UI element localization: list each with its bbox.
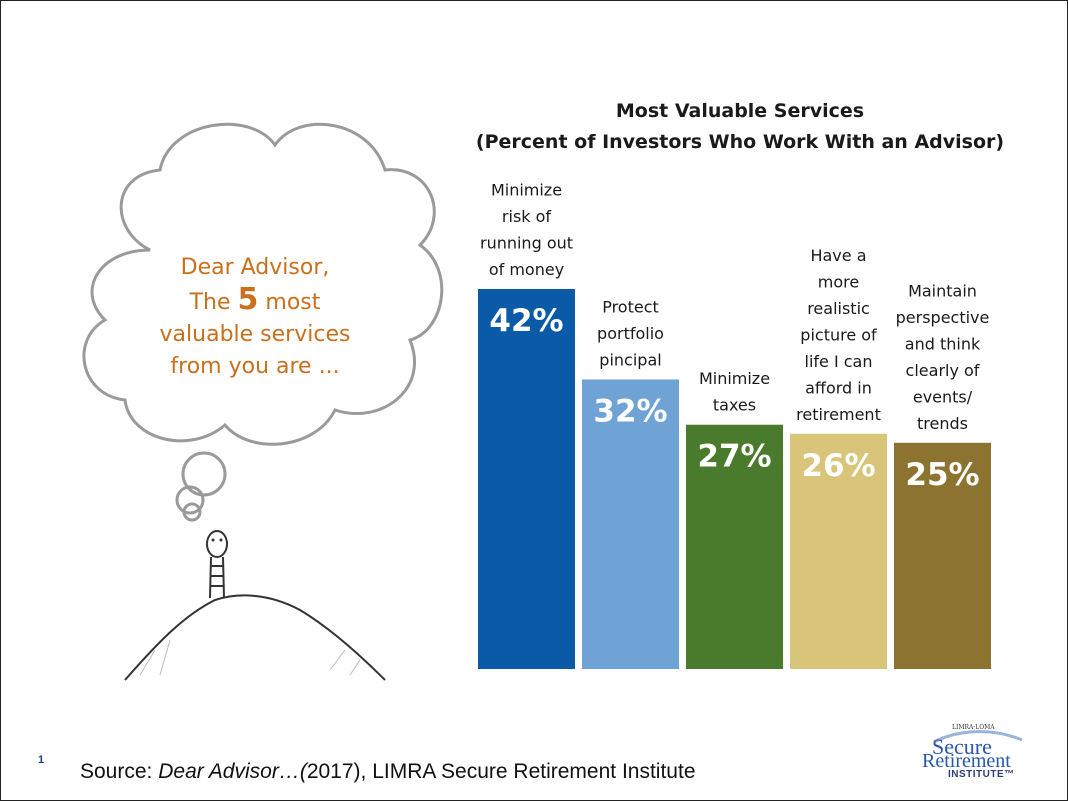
bar-4 <box>790 433 887 669</box>
bar-5 <box>894 442 991 669</box>
category-label-3-line-1: Minimize <box>699 369 770 388</box>
cloud-line-2-pre: The <box>189 290 231 315</box>
category-label-4-line-2: more <box>818 272 859 291</box>
hill-line <box>124 594 386 681</box>
category-label-2-line-2: portfolio <box>597 324 664 343</box>
cloud-line-3: valuable services <box>159 322 351 347</box>
category-label-4-line-1: Have a <box>810 246 866 265</box>
cloud-line-1: Dear Advisor, <box>180 255 330 280</box>
logo-swoosh <box>933 730 1023 744</box>
category-label-4-line-7: retirement <box>796 405 881 424</box>
category-label-4-line-3: realistic <box>807 299 870 318</box>
cloud-line-2: The 5 most <box>120 284 390 319</box>
category-label-1-line-4: of money <box>489 260 564 279</box>
cloud-line-2-number: 5 <box>237 282 259 317</box>
thought-bubble-small <box>182 502 202 522</box>
category-label-1-line-3: running out <box>480 234 573 253</box>
thought-bubble-medium <box>175 485 205 515</box>
category-label-5-line-4: clearly of <box>906 361 980 380</box>
logo-retirement: Retirement <box>922 750 1011 772</box>
hill-scribbles <box>139 639 361 676</box>
category-label-2-line-1: Protect <box>602 297 659 316</box>
source-title: Dear Advisor…( <box>158 760 307 783</box>
cloud-message: Dear Advisor, The 5 most valuable servic… <box>120 252 390 383</box>
logo-secure: Secure <box>932 734 992 759</box>
person-figure <box>206 530 228 599</box>
category-label-5-line-3: and think <box>905 334 981 353</box>
bar-value-label-2: 32% <box>593 393 667 429</box>
source-note: Source: Dear Advisor…(2017), LIMRA Secur… <box>80 760 696 784</box>
logo-limra-loma: LIMRA·LOMA <box>952 724 995 731</box>
category-label-4-line-6: afford in <box>805 378 872 397</box>
logo-institute: INSTITUTE™ <box>948 769 1015 780</box>
category-label-5-line-2: perspective <box>896 308 990 327</box>
category-label-5-line-6: trends <box>917 414 968 433</box>
limra-logo: LIMRA·LOMA Secure Retirement INSTITUTE™ <box>914 724 1026 784</box>
bar-value-label-1: 42% <box>489 303 563 339</box>
category-label-3-line-2: taxes <box>713 396 756 415</box>
person-face <box>211 538 223 542</box>
chart-subtitle: (Percent of Investors Who Work With an A… <box>475 131 1005 153</box>
thought-bubble-large <box>181 451 227 497</box>
source-prefix: Source: <box>80 760 159 783</box>
cloud-line-4: from you are ... <box>170 354 340 379</box>
category-label-5-line-1: Maintain <box>908 281 977 300</box>
bar-1 <box>478 289 575 669</box>
category-label-4-line-5: life I can <box>805 352 873 371</box>
category-label-1-line-1: Minimize <box>491 181 562 200</box>
bar-2 <box>582 379 679 669</box>
bar-value-label-4: 26% <box>801 448 875 484</box>
chart-title-block: Most Valuable Services (Percent of Inves… <box>460 96 1020 158</box>
thought-cloud-outline <box>82 122 444 446</box>
bar-value-label-3: 27% <box>697 439 771 475</box>
page-number: 1 <box>38 754 45 766</box>
category-label-5-line-5: events/ <box>913 387 973 406</box>
bar-value-label-5: 25% <box>905 457 979 493</box>
category-label-1-line-2: risk of <box>502 207 552 226</box>
cloud-line-2-post: most <box>265 290 321 315</box>
source-rest: 2017), LIMRA Secure Retirement Institute <box>306 760 696 783</box>
bar-3 <box>686 424 783 669</box>
chart-title: Most Valuable Services <box>615 100 865 122</box>
category-label-4-line-4: picture of <box>800 325 877 344</box>
category-label-2-line-3: pincipal <box>599 350 661 369</box>
